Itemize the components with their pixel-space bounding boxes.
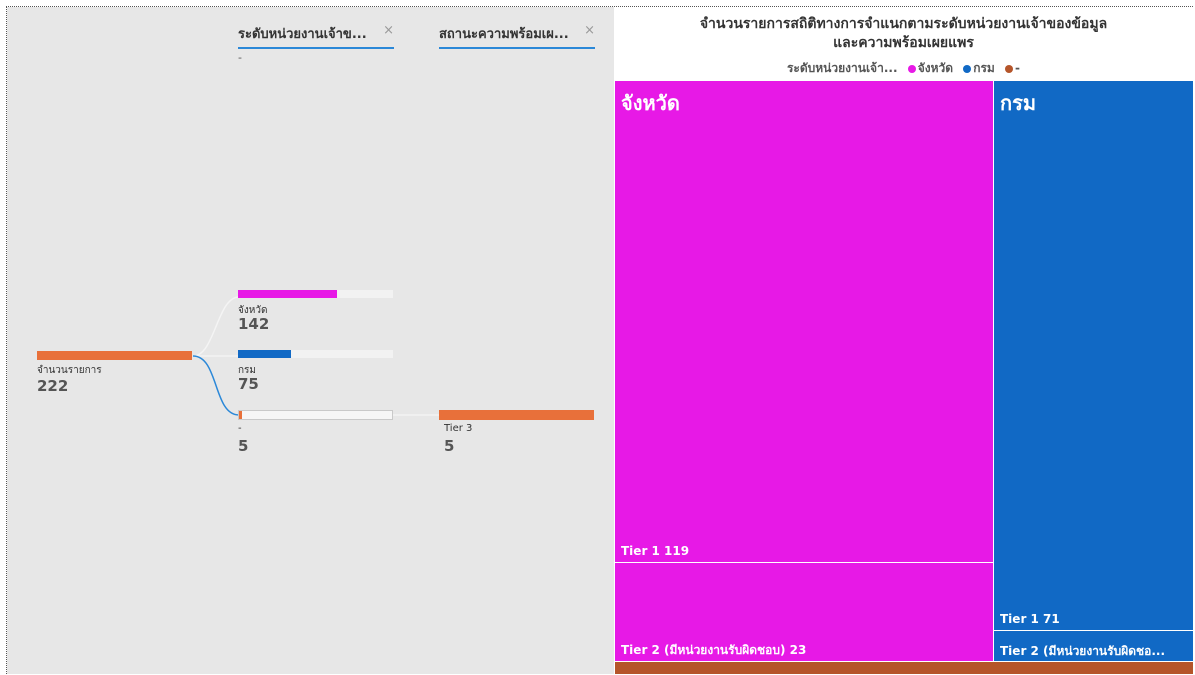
root-bar: [37, 351, 192, 360]
close-icon[interactable]: ×: [584, 23, 595, 38]
krom-bar-fill: [238, 350, 291, 358]
treemap-tile-krom-tier2[interactable]: Tier 2 (มีหน่วยงานรับผิดชอ...: [994, 631, 1193, 661]
root-bar-fill: [37, 351, 192, 360]
tile-label-krom-tier2: Tier 2 (มีหน่วยงานรับผิดชอ...: [1000, 644, 1166, 658]
connector-root-to-changwat: [192, 296, 240, 357]
tier3-value: 5: [444, 437, 455, 455]
decomposition-tree: ระดับหน่วยงานเจ้าข... × - สถานะความพร้อม…: [7, 7, 614, 674]
legend-item-krom[interactable]: กรม: [973, 61, 995, 75]
changwat-bar: [238, 290, 393, 298]
treemap-title: จำนวนรายการสถิติทางการจำแนกตามระดับหน่วย…: [614, 15, 1193, 53]
dash-label: -: [238, 423, 242, 434]
legend-item-changwat[interactable]: จังหวัด: [917, 61, 954, 75]
level-header-owner-value: -: [238, 51, 242, 64]
krom-bar: [238, 350, 393, 358]
level-header-status-label: สถานะความพร้อมเผ...: [439, 27, 569, 42]
root-label: จำนวนรายการ: [37, 365, 102, 376]
treemap-tile-changwat-tier2[interactable]: Tier 2 (มีหน่วยงานรับผิดชอบ) 23: [615, 563, 993, 661]
treemap-title-line2: และความพร้อมเผยแพร: [833, 35, 974, 51]
dash-value: 5: [238, 437, 249, 455]
treemap-tile-krom-tier1[interactable]: กรม Tier 1 71: [994, 81, 1193, 630]
treemap-tile-dash[interactable]: [615, 662, 1193, 674]
legend-title: ระดับหน่วยงานเจ้า...: [786, 61, 898, 75]
changwat-value: 142: [238, 315, 270, 333]
legend-dot-dash: [1005, 64, 1014, 73]
legend-dot-changwat: [907, 64, 916, 73]
report-canvas: ระดับหน่วยงานเจ้าข... × - สถานะความพร้อม…: [6, 6, 1193, 674]
treemap-legend: ระดับหน่วยงานเจ้า... จังหวัด กรม -: [614, 59, 1193, 78]
tile-label-changwat-tier1: Tier 1 119: [621, 544, 690, 558]
dash-bar-fill: [239, 411, 243, 419]
level-header-owner[interactable]: ระดับหน่วยงานเจ้าข... ×: [238, 23, 394, 49]
root-value: 222: [37, 377, 69, 395]
treemap-title-line1: จำนวนรายการสถิติทางการจำแนกตามระดับหน่วย…: [699, 16, 1108, 32]
level-header-status[interactable]: สถานะความพร้อมเผ... ×: [439, 23, 595, 49]
tile-label-krom-tier1: Tier 1 71: [1000, 612, 1060, 626]
tier3-bar-fill: [439, 410, 594, 420]
dash-bar: [238, 410, 393, 420]
tier3-label: Tier 3: [444, 423, 473, 434]
changwat-bar-fill: [238, 290, 338, 298]
treemap-tile-changwat-tier1[interactable]: จังหวัด Tier 1 119: [615, 81, 993, 562]
treemap-group-label-krom: กรม: [1000, 91, 1037, 115]
treemap-group-label-changwat: จังหวัด: [621, 91, 680, 115]
legend-dot-krom: [963, 64, 972, 73]
krom-label: กรม: [238, 365, 257, 376]
legend-item-dash[interactable]: -: [1015, 61, 1021, 75]
krom-value: 75: [238, 375, 259, 393]
close-icon[interactable]: ×: [383, 23, 394, 38]
connector-root-to-dash: [192, 355, 240, 416]
tile-label-changwat-tier2: Tier 2 (มีหน่วยงานรับผิดชอบ) 23: [621, 643, 807, 657]
treemap-visual: จำนวนรายการสถิติทางการจำแนกตามระดับหน่วย…: [614, 7, 1193, 674]
tree-connectors: [192, 296, 439, 416]
tier3-bar: [439, 410, 594, 420]
level-header-owner-label: ระดับหน่วยงานเจ้าข...: [238, 27, 367, 42]
changwat-label: จังหวัด: [238, 305, 268, 316]
